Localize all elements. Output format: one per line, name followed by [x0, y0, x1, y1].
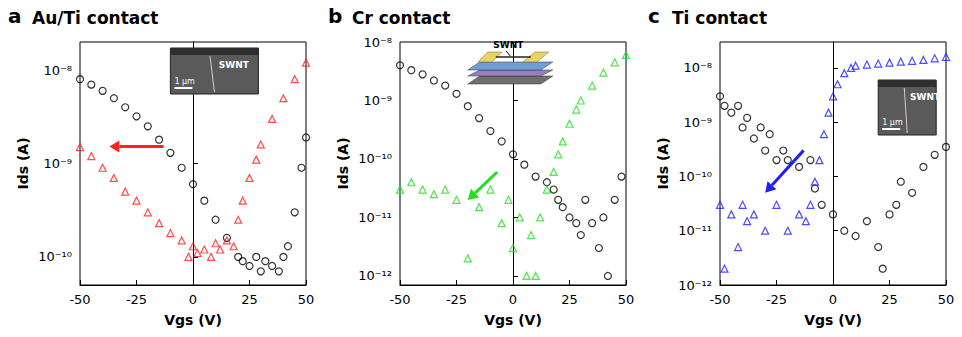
svg-text:25: 25 — [881, 292, 898, 307]
svg-text:c: c — [648, 4, 660, 28]
svg-text:Ids (A): Ids (A) — [15, 137, 31, 189]
svg-text:10⁻¹²: 10⁻¹² — [678, 278, 712, 293]
svg-text:25: 25 — [241, 292, 258, 307]
svg-text:Vgs (V): Vgs (V) — [804, 312, 862, 328]
svg-text:-50: -50 — [389, 292, 410, 307]
svg-text:Ids (A): Ids (A) — [335, 137, 351, 189]
svg-text:1 μm: 1 μm — [174, 77, 195, 86]
svg-text:10⁻¹¹: 10⁻¹¹ — [358, 210, 392, 225]
svg-text:50: 50 — [618, 292, 635, 307]
svg-text:10⁻⁸: 10⁻⁸ — [43, 63, 72, 78]
svg-text:10⁻¹⁰: 10⁻¹⁰ — [38, 249, 72, 264]
svg-text:a: a — [8, 4, 22, 28]
svg-text:0: 0 — [189, 292, 197, 307]
svg-text:10⁻¹¹: 10⁻¹¹ — [678, 223, 712, 238]
svg-text:0: 0 — [509, 292, 517, 307]
svg-text:Cr contact: Cr contact — [352, 8, 450, 28]
svg-text:10⁻¹⁰: 10⁻¹⁰ — [678, 169, 712, 184]
svg-text:50: 50 — [298, 292, 315, 307]
svg-text:10⁻⁹: 10⁻⁹ — [363, 93, 392, 108]
svg-text:b: b — [328, 4, 342, 28]
svg-text:Ti contact: Ti contact — [672, 8, 767, 28]
svg-text:-25: -25 — [446, 292, 467, 307]
svg-text:10⁻⁸: 10⁻⁸ — [363, 35, 392, 50]
svg-text:1 μm: 1 μm — [882, 118, 903, 127]
svg-text:25: 25 — [561, 292, 578, 307]
svg-text:0: 0 — [829, 292, 837, 307]
svg-text:10⁻¹²: 10⁻¹² — [358, 268, 392, 283]
svg-text:Vgs (V): Vgs (V) — [164, 312, 222, 328]
svg-text:SWNT: SWNT — [219, 60, 250, 70]
svg-text:SWNT: SWNT — [493, 40, 524, 50]
svg-text:-50: -50 — [69, 292, 90, 307]
svg-text:50: 50 — [938, 292, 955, 307]
svg-text:SWNT: SWNT — [910, 92, 941, 102]
svg-text:10⁻⁹: 10⁻⁹ — [43, 156, 72, 171]
svg-text:10⁻⁸: 10⁻⁸ — [683, 60, 712, 75]
svg-text:10⁻⁹: 10⁻⁹ — [683, 115, 712, 130]
svg-text:Ids (A): Ids (A) — [655, 137, 671, 189]
svg-text:10⁻¹⁰: 10⁻¹⁰ — [358, 151, 392, 166]
svg-text:-50: -50 — [709, 292, 730, 307]
svg-text:Au/Ti contact: Au/Ti contact — [32, 8, 158, 28]
svg-text:Vgs (V): Vgs (V) — [484, 312, 542, 328]
svg-text:-25: -25 — [766, 292, 787, 307]
svg-text:-25: -25 — [126, 292, 147, 307]
